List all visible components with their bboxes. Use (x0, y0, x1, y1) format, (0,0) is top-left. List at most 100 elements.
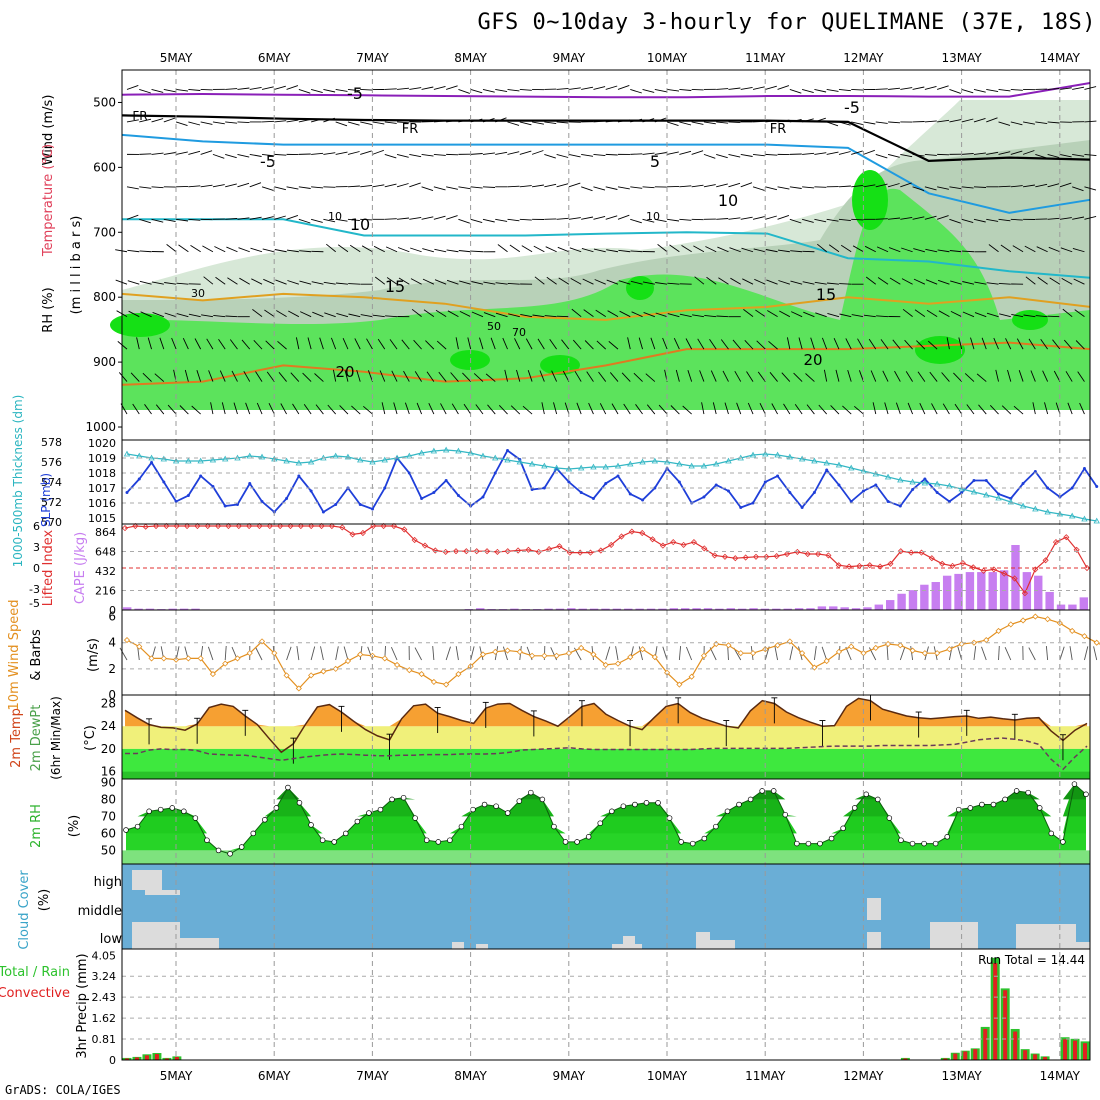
surface-wind-barb (296, 646, 300, 661)
wind-ylabel-1: 10m Wind Speed (7, 600, 22, 711)
cape-bar (772, 608, 781, 610)
cape-tick-label: 648 (95, 546, 116, 559)
wind-barb (937, 279, 950, 285)
thickness-point (700, 462, 708, 469)
wind-barb (617, 214, 630, 220)
cloud-ylabel-2: (%) (37, 889, 52, 912)
wind-barb (126, 186, 139, 190)
wind-barb (363, 405, 373, 415)
cape-bar (191, 608, 200, 610)
wind-barb (767, 310, 778, 318)
thickness-point (590, 463, 597, 470)
wind-barb (470, 153, 483, 155)
wind-barb (360, 218, 373, 221)
wind-barb (502, 337, 508, 350)
rh-core-bright (915, 336, 965, 364)
precip-tick-label: 0 (109, 1054, 116, 1067)
thickness-point (749, 451, 757, 458)
wind-barb (139, 186, 152, 189)
slp-ylabel: SLP (mb) (39, 473, 53, 527)
wind-barb (673, 338, 680, 350)
wind-barb (323, 89, 336, 93)
wind-barb (872, 402, 877, 415)
wind-barb (838, 89, 851, 92)
wind-barb (942, 403, 950, 415)
wind-barb (140, 311, 152, 318)
wind-barb (705, 246, 717, 253)
wind-barb (115, 249, 128, 253)
wind-barb (330, 337, 337, 350)
wind-barb (509, 244, 521, 253)
wind-barb (876, 315, 889, 318)
wind-barb (582, 278, 594, 285)
wind-barb (685, 338, 693, 350)
wind-barb (261, 153, 274, 157)
wind-barb (986, 117, 998, 123)
wind-barb (667, 151, 679, 155)
wind-barb (483, 312, 496, 318)
wind-speed-point (860, 650, 867, 657)
wind-barb (221, 402, 226, 415)
lifted-index-point (1063, 534, 1070, 541)
wind-barb (895, 402, 901, 415)
wind-barb (1047, 183, 1060, 188)
wind-barb (802, 89, 814, 94)
wind-barb (621, 372, 631, 382)
rh-point (435, 839, 442, 845)
cloud-block (696, 932, 710, 949)
precip-conv-bar (953, 1053, 958, 1060)
wind-barb (805, 373, 815, 382)
wind-barb (507, 218, 520, 222)
wind-barb (549, 339, 557, 350)
wind-barb (631, 311, 643, 318)
lifted-index-point (783, 550, 791, 558)
wind-barb (446, 85, 458, 90)
panel-frames: 5006007008009001000102010191018101710161… (29, 69, 1091, 1067)
lifted-index-point (121, 525, 129, 532)
rh-point (250, 830, 256, 837)
thickness-point (528, 460, 536, 467)
wind-barb (838, 185, 851, 188)
wind-barb (875, 121, 888, 124)
wind-barb (998, 218, 1011, 222)
rh-point (192, 815, 199, 821)
wind-barb (946, 337, 950, 350)
wind-speed-point (1032, 613, 1039, 620)
wind-barb (470, 118, 483, 123)
wind-barb (366, 338, 373, 350)
wind-barb (213, 314, 226, 318)
wind-barb (335, 151, 348, 155)
wind-barb (212, 153, 225, 159)
lifted-index-point (359, 529, 366, 537)
upper-ylabel-wind: Wind (m/s) (41, 95, 56, 166)
lifted-index-point (680, 541, 687, 548)
rh-point (157, 806, 164, 813)
wind-speed-point (1007, 621, 1014, 628)
wind-barb (950, 310, 962, 318)
slp-point (321, 510, 325, 514)
wind-speed-point (541, 652, 548, 659)
wind-barb (553, 402, 558, 415)
wind-barb (261, 186, 274, 191)
wind-barb (179, 405, 189, 415)
panel-frame (121, 439, 1091, 525)
wind-barb (724, 402, 729, 415)
wind-barb (790, 280, 803, 285)
wind-barb (130, 372, 140, 382)
slp-point (776, 474, 780, 478)
wind-barb (851, 184, 864, 188)
wind-barb (880, 339, 889, 350)
lifted-index-ylabel: Lifted Index (41, 529, 56, 606)
wind-barb (966, 404, 975, 415)
cape-bar (681, 608, 690, 610)
wind-barb (596, 340, 607, 350)
wind-speed-point (1044, 616, 1051, 623)
wind-barb (973, 117, 986, 123)
wind-barb (315, 404, 324, 415)
surface-wind-barb (886, 645, 889, 661)
wind-barb (409, 216, 422, 220)
wind-barb (360, 121, 373, 126)
slp-point (702, 495, 706, 499)
slp-point (825, 468, 829, 472)
cape-bar (817, 606, 827, 610)
